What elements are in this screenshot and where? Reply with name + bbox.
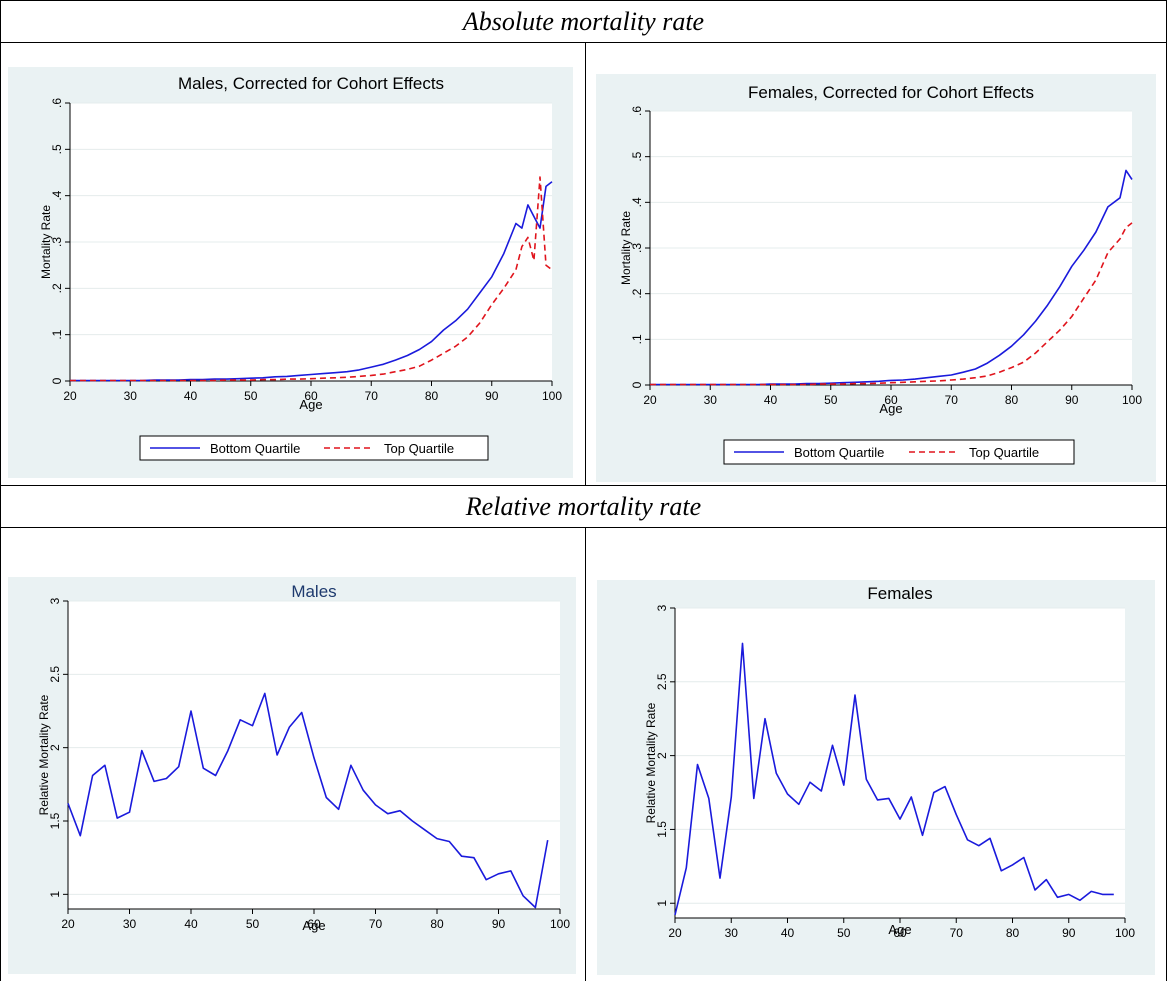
- x-tick-label: 80: [1006, 926, 1020, 940]
- y-tick-label: 1: [48, 891, 62, 898]
- x-tick-label: 80: [425, 389, 439, 403]
- bottom-quartile-series-line: [70, 181, 553, 382]
- y-axis-label: Mortality Rate: [619, 211, 633, 285]
- x-tick-label: 100: [550, 917, 570, 931]
- chart-title: Females: [867, 584, 932, 603]
- y-tick-label: 1.5: [48, 812, 62, 829]
- x-tick-label: 70: [365, 389, 379, 403]
- top-quartile-series-line: [70, 176, 553, 382]
- x-tick-label: 80: [1005, 393, 1019, 407]
- y-axis-label: Relative Mortality Rate: [37, 694, 51, 815]
- x-tick-label: 50: [837, 926, 851, 940]
- y-tick-label: .3: [50, 237, 64, 247]
- x-tick-label: 60: [307, 917, 321, 931]
- x-axis-label: Age: [299, 397, 322, 412]
- chart-title: Females, Corrected for Cohort Effects: [748, 83, 1034, 102]
- x-tick-label: 60: [884, 393, 898, 407]
- x-tick-label: 40: [184, 917, 198, 931]
- x-tick-label: 30: [123, 917, 137, 931]
- x-tick-label: 50: [246, 917, 260, 931]
- y-tick-label: .6: [50, 98, 64, 108]
- y-tick-label: 1: [655, 900, 669, 907]
- males-absolute-panel: 0 .1 .2 .3 .4 .5 .6 20 30 40 50 60 70 80 90 100 Age Morta…: [8, 67, 573, 478]
- relative-rate-series-line: [674, 642, 1114, 916]
- females-relative-panel: 1 1.5 2 2.5 3 20 30 40 50 60 70 80 90 100 Age Relative …: [597, 580, 1155, 975]
- row-divider-2: [0, 485, 1167, 486]
- y-tick-label: .3: [630, 243, 644, 253]
- legend-label: Bottom Quartile: [210, 441, 300, 456]
- frame-left: [0, 0, 1, 981]
- x-axis-label: Age: [302, 918, 325, 933]
- row-divider-1: [0, 42, 1167, 43]
- y-tick-label: 2: [48, 744, 62, 751]
- x-tick-label: 90: [1062, 926, 1076, 940]
- x-tick-label: 50: [244, 389, 258, 403]
- x-tick-label: 70: [369, 917, 383, 931]
- top-quartile-series-line: [650, 222, 1133, 386]
- y-tick-label: .5: [50, 144, 64, 154]
- y-tick-label: 0: [630, 381, 644, 388]
- row-divider-3: [0, 527, 1167, 528]
- males-relative-chart: 1 1.5 2 2.5 3 20 30 40 50 60 70 80 90 100 Age Relative …: [8, 577, 576, 974]
- x-tick-label: 30: [704, 393, 718, 407]
- x-tick-label: 90: [1065, 393, 1079, 407]
- y-tick-label: 2.5: [48, 666, 62, 683]
- y-tick-label: 3: [48, 597, 62, 604]
- y-tick-label: .4: [630, 197, 644, 207]
- x-tick-label: 30: [725, 926, 739, 940]
- x-tick-label: 50: [824, 393, 838, 407]
- y-tick-label: 2.5: [655, 673, 669, 690]
- plot-area: [675, 608, 1125, 918]
- x-tick-label: 100: [542, 389, 562, 403]
- males-absolute-chart: 0 .1 .2 .3 .4 .5 .6 20 30 40 50 60 70 80 90 100 Age Morta…: [8, 67, 573, 478]
- chart-title: Males: [291, 582, 336, 601]
- x-tick-label: 90: [492, 917, 506, 931]
- x-tick-label: 70: [950, 926, 964, 940]
- y-tick-label: .1: [630, 334, 644, 344]
- frame-top: [0, 0, 1167, 1]
- y-tick-label: 0: [50, 377, 64, 384]
- legend-label: Top Quartile: [384, 441, 454, 456]
- males-relative-panel: 1 1.5 2 2.5 3 20 30 40 50 60 70 80 90 100 Age Relative …: [8, 577, 576, 974]
- x-tick-label: 90: [485, 389, 499, 403]
- x-tick-label: 20: [63, 389, 77, 403]
- x-axis-label: Age: [879, 401, 902, 416]
- y-tick-label: .6: [630, 106, 644, 116]
- legend-label: Top Quartile: [969, 445, 1039, 460]
- x-tick-label: 40: [764, 393, 778, 407]
- x-tick-label: 20: [668, 926, 682, 940]
- chart-title: Males, Corrected for Cohort Effects: [178, 74, 444, 93]
- x-tick-label: 60: [304, 389, 318, 403]
- y-tick-label: 1.5: [655, 821, 669, 838]
- y-tick-label: .2: [630, 288, 644, 298]
- x-tick-label: 80: [430, 917, 444, 931]
- absolute-section-header: Absolute mortality rate: [462, 7, 705, 36]
- column-divider-top: [585, 42, 586, 485]
- column-divider-bottom: [585, 527, 586, 981]
- x-axis-label: Age: [888, 922, 911, 937]
- y-axis-label: Mortality Rate: [39, 205, 53, 279]
- x-tick-label: 70: [945, 393, 959, 407]
- x-tick-label: 20: [61, 917, 75, 931]
- females-relative-chart: 1 1.5 2 2.5 3 20 30 40 50 60 70 80 90 100 Age Relative …: [597, 580, 1155, 975]
- y-tick-label: .2: [50, 283, 64, 293]
- y-tick-label: .1: [50, 329, 64, 339]
- y-axis-label: Relative Mortality Rate: [644, 702, 658, 823]
- x-tick-label: 100: [1122, 393, 1142, 407]
- x-tick-label: 40: [781, 926, 795, 940]
- females-absolute-chart: 0 .1 .2 .3 .4 .5 .6 20 30 40 50 60 70 80 90 100 Age Morta…: [596, 74, 1156, 482]
- x-tick-label: 20: [643, 393, 657, 407]
- legend-label: Bottom Quartile: [794, 445, 884, 460]
- y-tick-label: .4: [50, 190, 64, 200]
- x-tick-label: 60: [893, 926, 907, 940]
- females-absolute-panel: 0 .1 .2 .3 .4 .5 .6 20 30 40 50 60 70 80 90 100 Age Morta…: [596, 74, 1156, 482]
- y-tick-label: .5: [630, 151, 644, 161]
- x-tick-label: 40: [184, 389, 198, 403]
- relative-section-header: Relative mortality rate: [465, 492, 702, 521]
- x-tick-label: 30: [124, 389, 138, 403]
- y-tick-label: 2: [655, 752, 669, 759]
- y-tick-label: 3: [655, 604, 669, 611]
- x-tick-label: 100: [1115, 926, 1135, 940]
- relative-rate-series-line: [67, 692, 549, 909]
